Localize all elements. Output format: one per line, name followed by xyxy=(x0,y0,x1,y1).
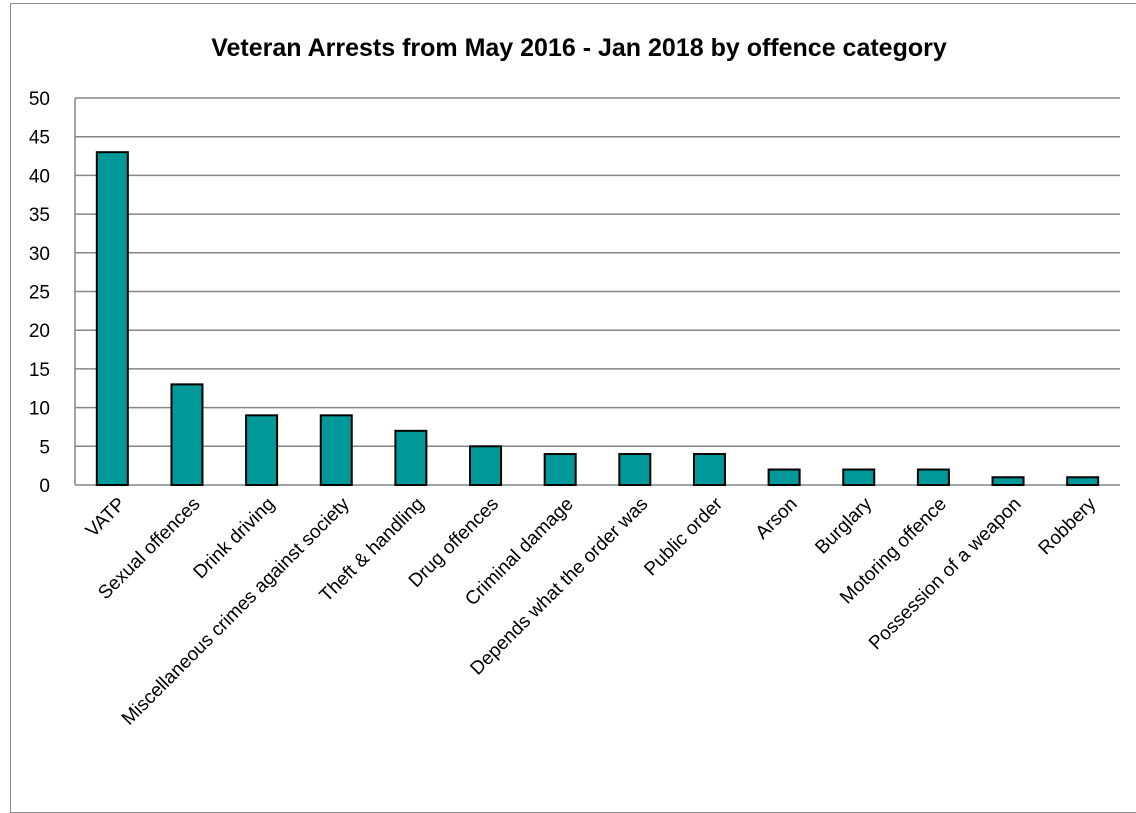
y-tick-label: 15 xyxy=(29,360,50,381)
gridlines xyxy=(75,97,1120,448)
bar xyxy=(692,453,726,487)
bar xyxy=(95,151,129,486)
x-tick-label: Burglary xyxy=(811,493,876,558)
bars xyxy=(95,151,1100,487)
y-tick-label: 40 xyxy=(29,166,50,187)
y-tick-label: 50 xyxy=(29,89,50,110)
bar xyxy=(842,468,876,486)
y-tick-label: 30 xyxy=(29,244,50,265)
bar xyxy=(543,453,577,487)
bar xyxy=(394,429,428,487)
bar xyxy=(767,468,801,486)
y-tick-label: 10 xyxy=(29,399,50,420)
bar xyxy=(469,445,503,486)
x-tick-label: VATP xyxy=(82,494,130,542)
bar xyxy=(1066,476,1100,487)
y-tick-label: 5 xyxy=(39,437,50,458)
bar xyxy=(319,414,353,486)
x-tick-label: Robbery xyxy=(1035,493,1101,559)
y-tick-label: 35 xyxy=(29,205,50,226)
bar xyxy=(618,453,652,487)
x-tick-label: Possession of a weapon xyxy=(865,494,1025,654)
bar xyxy=(170,383,204,487)
bar xyxy=(916,468,950,486)
x-tick-label: Public order xyxy=(640,493,727,580)
bar xyxy=(991,476,1025,487)
y-tick-labels: 0 5 10 15 20 25 30 35 40 45 50 xyxy=(29,89,50,497)
bar xyxy=(245,414,279,486)
x-tick-label: Arson xyxy=(752,494,802,544)
y-tick-label: 20 xyxy=(29,321,50,342)
y-tick-label: 0 xyxy=(39,476,50,497)
chart-title: Veteran Arrests from May 2016 - Jan 2018… xyxy=(211,34,947,62)
y-tick-label: 25 xyxy=(29,283,50,304)
y-tick-label: 45 xyxy=(29,128,50,149)
